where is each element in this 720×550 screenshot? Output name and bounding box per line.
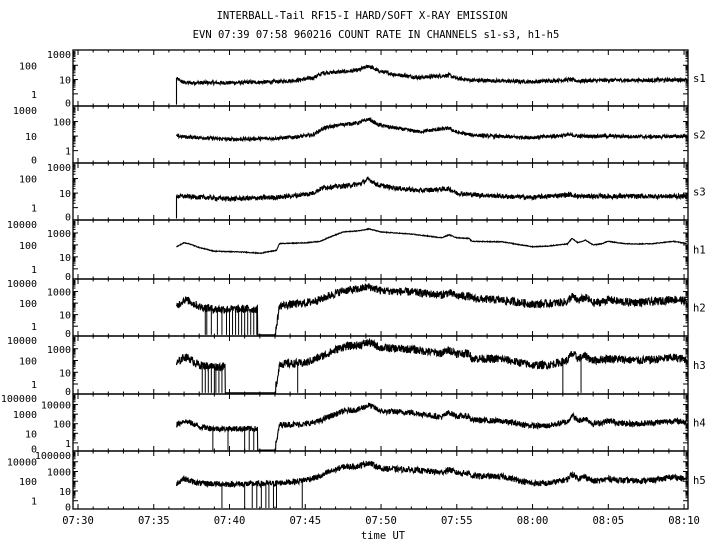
y-tick-label: 10 [25,429,37,440]
series-s2 [175,116,688,143]
x-tick-label: 07:35 [138,515,170,527]
channel-label: s3 [693,187,706,199]
x-tick-label: 08:05 [592,515,624,527]
y-tick-label: 10000 [7,279,37,290]
y-tick-label: 10 [59,487,71,498]
y-tick-label: 1000 [47,345,71,356]
chart-title: INTERBALL-Tail RF15-I HARD/SOFT X-RAY EM… [217,10,508,22]
y-tick-label: 10000 [7,458,37,469]
y-tick-label: 100 [53,118,71,129]
panel-frame [72,49,689,107]
y-tick-label: 0 [65,212,71,223]
y-tick-label: 1 [65,439,71,450]
y-tick-label: 100 [19,299,37,310]
series-s3 [175,176,688,219]
y-tick-label: 1000 [47,163,71,174]
series-h5 [175,460,688,489]
y-tick-label: 0 [65,98,71,109]
y-tick-label: 100 [19,61,37,72]
y-tick-label: 0 [65,272,71,283]
channel-label: h2 [693,303,706,315]
panels: 10001001010s110001001010s210001001010s31… [1,49,706,527]
y-tick-label: 1 [31,204,37,215]
series-h1 [176,227,687,255]
channel-label: s1 [693,73,706,85]
y-tick-label: 100000 [1,394,37,405]
y-tick-label: 10 [25,132,37,143]
channel-label: h5 [693,475,706,487]
y-tick-label: 1 [31,380,37,391]
y-tick-label: 100000 [35,451,71,462]
series-h3 [175,338,688,394]
y-tick-label: 1 [65,147,71,158]
series-h2 [175,283,688,336]
y-tick-label: 10 [59,76,71,87]
panel-frame [72,335,689,395]
y-tick-label: 0 [65,329,71,340]
x-tick-label: 08:10 [668,515,700,527]
y-tick-label: 1 [31,265,37,276]
y-tick-label: 0 [31,445,37,456]
y-tick-label: 10 [59,368,71,379]
y-tick-label: 10 [59,189,71,200]
y-tick-label: 100 [19,241,37,252]
y-tick-label: 1 [31,90,37,101]
y-tick-label: 1000 [47,288,71,299]
panel-frame [72,219,689,280]
y-tick-label: 10000 [7,220,37,231]
y-tick-label: 100 [19,357,37,368]
x-axis-label: time UT [361,530,406,542]
y-tick-label: 100 [53,420,71,431]
x-tick-label: 07:55 [441,515,473,527]
y-tick-label: 100 [19,477,37,488]
series-h4 [175,402,688,451]
y-tick-label: 1000 [47,50,71,61]
x-tick-label: 07:40 [214,515,246,527]
channel-label: h4 [693,418,706,430]
channel-label: h3 [693,360,706,372]
y-tick-label: 1000 [47,467,71,478]
x-tick-label: 07:30 [62,515,94,527]
y-tick-label: 0 [65,503,71,514]
panel-frame [72,162,689,221]
y-tick-label: 0 [65,387,71,398]
y-tick-label: 1000 [47,229,71,240]
y-tick-label: 10 [59,253,71,264]
y-tick-label: 1000 [13,106,37,117]
y-tick-label: 100 [19,175,37,186]
y-tick-label: 10000 [7,336,37,347]
y-tick-label: 1 [31,322,37,333]
chart-subtitle: EVN 07:39 07:58 960216 COUNT RATE IN CHA… [193,29,560,41]
panel-frame [72,450,689,510]
x-tick-label: 07:50 [365,515,397,527]
channel-label: h1 [693,245,706,257]
y-tick-label: 1 [31,497,37,508]
y-tick-label: 10 [59,311,71,322]
x-tick-label: 07:45 [289,515,321,527]
y-tick-label: 1000 [13,410,37,421]
y-tick-label: 0 [31,155,37,166]
panel-frame [72,105,689,164]
y-tick-label: 10000 [41,401,71,412]
channel-label: s2 [693,130,706,142]
series-s1 [175,64,688,105]
x-tick-label: 08:00 [517,515,549,527]
